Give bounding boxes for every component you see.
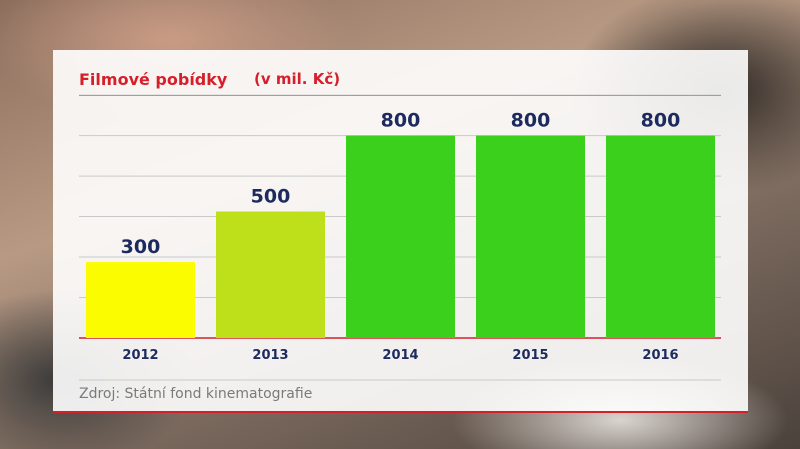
- chart-subtitle: (v mil. Kč): [254, 70, 341, 88]
- x-tick-label-2012: 2012: [122, 348, 158, 363]
- x-tick-label-2015: 2015: [512, 348, 548, 363]
- data-label-2014: 800: [381, 110, 421, 132]
- source-note: Zdroj: Státní fond kinematografie: [79, 386, 313, 402]
- bar-2012: [86, 262, 195, 338]
- data-label-2012: 300: [121, 236, 161, 258]
- data-label-2016: 800: [641, 110, 681, 132]
- bar-2014: [346, 135, 455, 338]
- x-tick-label-2013: 2013: [252, 348, 288, 363]
- x-tick-label-2014: 2014: [382, 348, 418, 363]
- bar-2016: [606, 135, 715, 338]
- x-tick-label-2016: 2016: [642, 348, 678, 363]
- chart-title: Filmové pobídky: [79, 70, 228, 89]
- bar-2013: [216, 211, 325, 338]
- bar-2015: [476, 135, 585, 338]
- panel-bottom-rule: [53, 411, 748, 413]
- data-label-2013: 500: [251, 186, 291, 208]
- data-label-2015: 800: [511, 110, 551, 132]
